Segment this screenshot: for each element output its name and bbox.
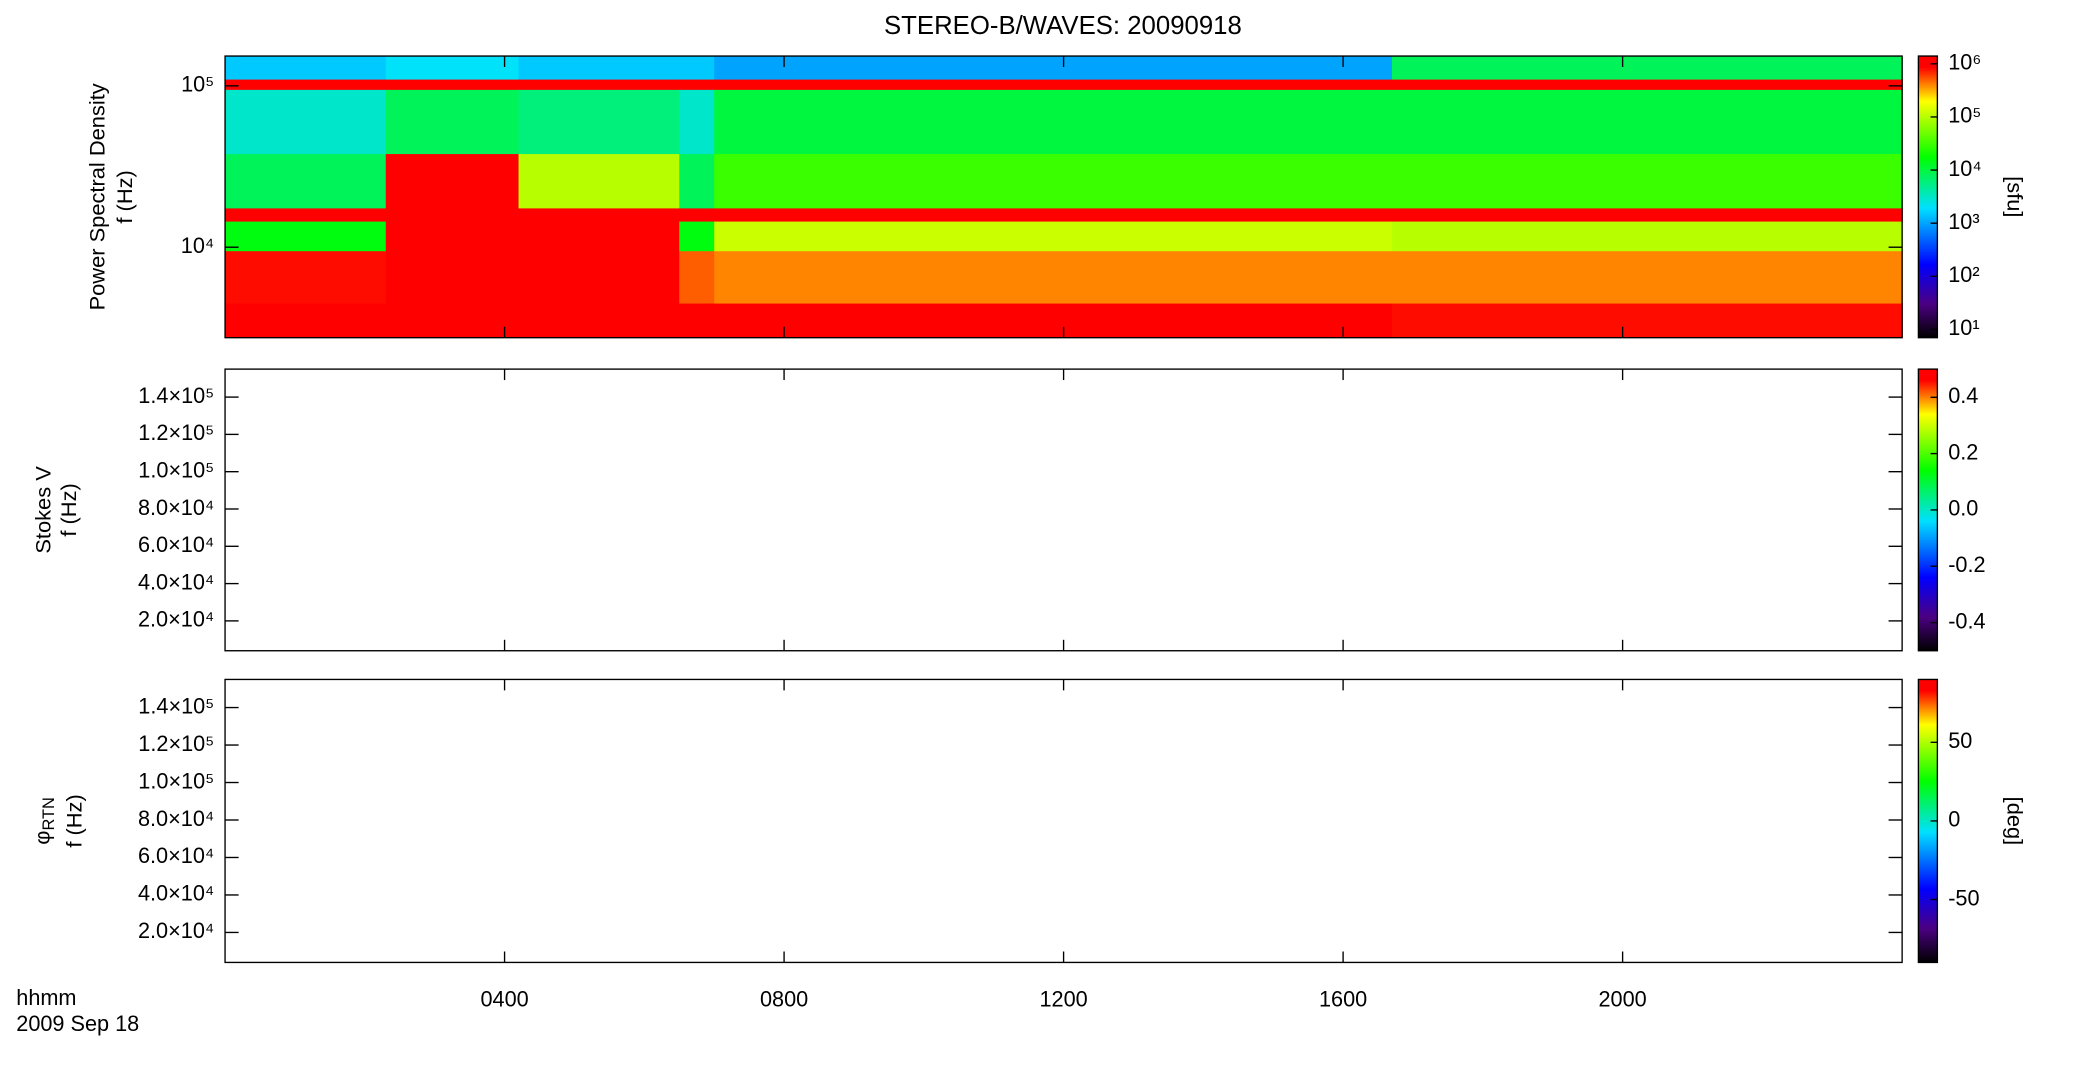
colorbar-tick-label: 10⁶	[1948, 50, 1981, 75]
spectrogram-cell	[225, 207, 387, 222]
spectrogram-cell	[1392, 89, 1903, 155]
date-label: 2009 Sep 18	[16, 1011, 139, 1036]
y-tick-label: 2.0×10⁴	[138, 607, 214, 632]
figure-title: STEREO-B/WAVES: 20090918	[884, 12, 1242, 40]
spectrogram-cell	[385, 221, 520, 252]
spectrogram-cell	[225, 56, 387, 80]
y-tick-label: 1.0×10⁵	[138, 457, 214, 482]
colorbar-label: [sfu]	[2003, 176, 2028, 217]
spectrogram-cell	[225, 153, 387, 209]
colorbar-tick-label: 10²	[1948, 262, 1979, 287]
spectrogram-cell	[385, 207, 520, 222]
spectrogram-cell	[1392, 56, 1903, 80]
y-tick-label: 8.0×10⁴	[138, 806, 214, 831]
spectrogram-cell	[225, 79, 387, 90]
x-tick-label: 1600	[1319, 986, 1367, 1011]
y-tick-label: 6.0×10⁴	[138, 843, 214, 868]
y-axis-label-symbol: φ	[29, 831, 54, 845]
spectrogram-cell	[679, 79, 715, 90]
spectrogram-cell	[714, 221, 1393, 252]
x-tick-label: 0400	[480, 986, 528, 1011]
spectrogram-cell	[225, 303, 387, 339]
spectrogram-cell	[1392, 153, 1903, 209]
spectrogram-cell	[518, 250, 680, 304]
colorbar-tick-label: 0.4	[1948, 383, 1978, 408]
colorbar-tick-label: -50	[1948, 885, 1979, 910]
spectrogram-cell	[679, 56, 715, 80]
spectrogram-cell	[225, 221, 387, 252]
colorbar-tick-label: 10¹	[1948, 315, 1979, 340]
x-tick-label: 0800	[760, 986, 808, 1011]
spectrogram-cell	[679, 153, 715, 209]
colorbar-tick-label: 0	[1948, 807, 1960, 832]
y-axis-label: f (Hz)	[56, 483, 81, 536]
colorbar-label: [deg]	[2003, 797, 2028, 846]
spectrogram-cell	[714, 89, 1393, 155]
spectrogram-cell	[1392, 79, 1903, 90]
spectrogram-cell	[385, 89, 520, 155]
y-tick-label: 2.0×10⁴	[138, 918, 214, 943]
spectrogram-cell	[679, 250, 715, 304]
spectrogram-cell	[679, 89, 715, 155]
y-tick-label: 1.0×10⁵	[138, 768, 214, 793]
y-tick-label: 1.4×10⁵	[138, 693, 214, 718]
y-tick-label: 8.0×10⁴	[138, 495, 214, 520]
y-axis-label: f (Hz)	[62, 794, 87, 847]
spectrogram-cell	[385, 153, 520, 209]
y-tick-label: 4.0×10⁴	[138, 569, 214, 594]
y-axis-label-subscript: RTN	[41, 797, 59, 830]
spectrogram-cell	[518, 303, 680, 339]
colorbar	[1917, 55, 1939, 339]
spectrogram-cell	[518, 79, 680, 90]
y-axis-label: Stokes V	[31, 466, 56, 554]
spectrogram-cell	[385, 303, 520, 339]
spectrogram-cell	[385, 250, 520, 304]
spectrogram-cell	[714, 56, 1393, 80]
time-format-label: hhmm	[16, 985, 76, 1010]
y-axis-label: Power Spectral Density	[85, 83, 110, 310]
spectrogram-cell	[385, 79, 520, 90]
spectrogram-cell	[679, 221, 715, 252]
x-tick-label: 1200	[1039, 986, 1087, 1011]
spectrogram-cell	[714, 250, 1393, 304]
spectrogram-cell	[518, 56, 680, 80]
spectrogram-cell	[714, 79, 1393, 90]
y-tick-label: 1.2×10⁵	[138, 420, 214, 445]
spectrogram-cell	[679, 303, 715, 339]
spectrogram-cell	[714, 207, 1393, 222]
spectrogram-cell	[1392, 207, 1903, 222]
colorbar-tick-label: 0.0	[1948, 496, 1978, 521]
colorbar-tick-label: 50	[1948, 728, 1972, 753]
spectrogram-cell	[1392, 221, 1903, 252]
colorbar-tick-label: -0.2	[1948, 552, 1985, 577]
y-axis-label: f (Hz)	[112, 170, 137, 223]
spectrogram-cell	[679, 207, 715, 222]
colorbar-tick-label: -0.4	[1948, 608, 1985, 633]
spectrogram-cell	[714, 303, 1393, 339]
y-tick-label: 1.2×10⁵	[138, 731, 214, 756]
colorbar-tick-label: 10⁵	[1948, 103, 1981, 128]
spectrogram-cell	[518, 221, 680, 252]
y-tick-label: 1.4×10⁵	[138, 383, 214, 408]
x-tick-label: 2000	[1599, 986, 1647, 1011]
y-tick-label: 6.0×10⁴	[138, 532, 214, 557]
spectrogram-cell	[225, 89, 387, 155]
spectrogram-cell	[1392, 250, 1903, 304]
spectrogram-cell	[518, 207, 680, 222]
y-axis-label: φRTN	[29, 797, 58, 845]
y-tick-label: 4.0×10⁴	[138, 881, 214, 906]
colorbar-tick-label: 10³	[1948, 209, 1979, 234]
spectrogram-cell	[225, 250, 387, 304]
spectrogram-cell	[1392, 303, 1903, 339]
colorbar-tick-label: 0.2	[1948, 439, 1978, 464]
colorbar-tick-label: 10⁴	[1948, 156, 1981, 181]
spectrogram-cell	[518, 153, 680, 209]
spectrogram-cell	[518, 89, 680, 155]
y-tick-label: 10⁵	[181, 72, 214, 97]
y-tick-label: 10⁴	[181, 233, 214, 258]
spectrogram-cell	[385, 56, 520, 80]
spectrogram-cell	[714, 153, 1393, 209]
